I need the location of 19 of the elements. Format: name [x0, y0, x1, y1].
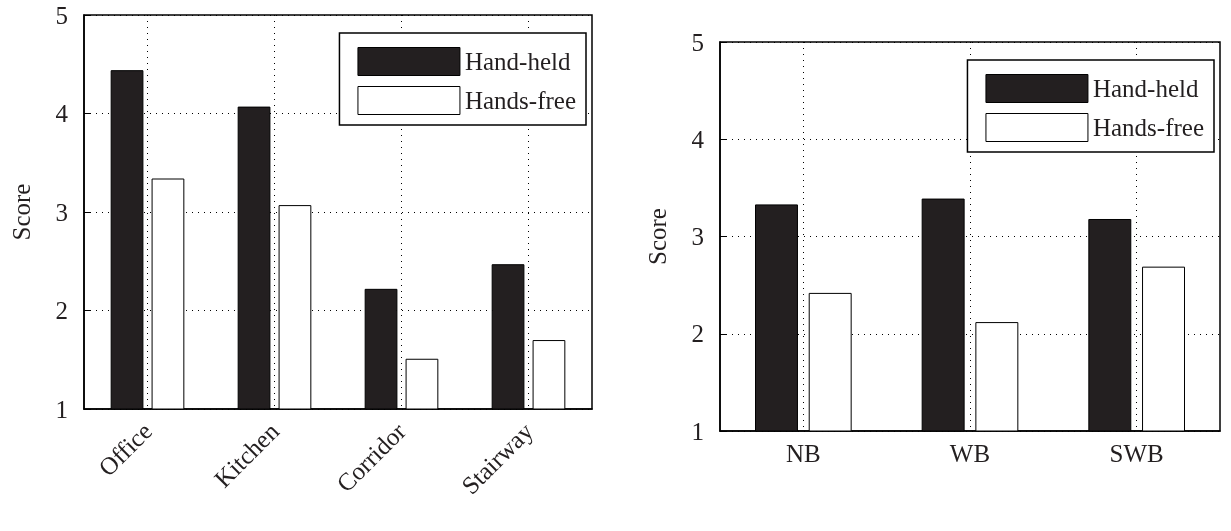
y-tick-label: 2 [55, 297, 68, 324]
y-tick-label: 5 [55, 1, 68, 29]
x-tick-label: WB [949, 440, 991, 467]
legend-label: Hand-held [1092, 75, 1199, 102]
legend-label: Hands-free [1092, 114, 1205, 141]
y-tick-label: 1 [691, 417, 704, 445]
y-axis-title: Score [644, 208, 671, 265]
y-tick-label: 2 [691, 320, 704, 348]
x-tick-label: NB [785, 440, 821, 467]
y-tick-label: 1 [55, 395, 68, 423]
y-tick-label: 5 [691, 28, 704, 56]
x-tick-label: SWB [1109, 440, 1164, 467]
y-tick-label: 3 [55, 198, 68, 226]
legend-label: Hands-free [464, 87, 577, 114]
y-axis-title: Score [8, 183, 35, 241]
legend-label: Hand-held [464, 48, 571, 75]
y-tick-label: 4 [55, 100, 69, 127]
y-tick-label: 4 [691, 125, 705, 153]
y-tick-label: 3 [691, 223, 704, 250]
